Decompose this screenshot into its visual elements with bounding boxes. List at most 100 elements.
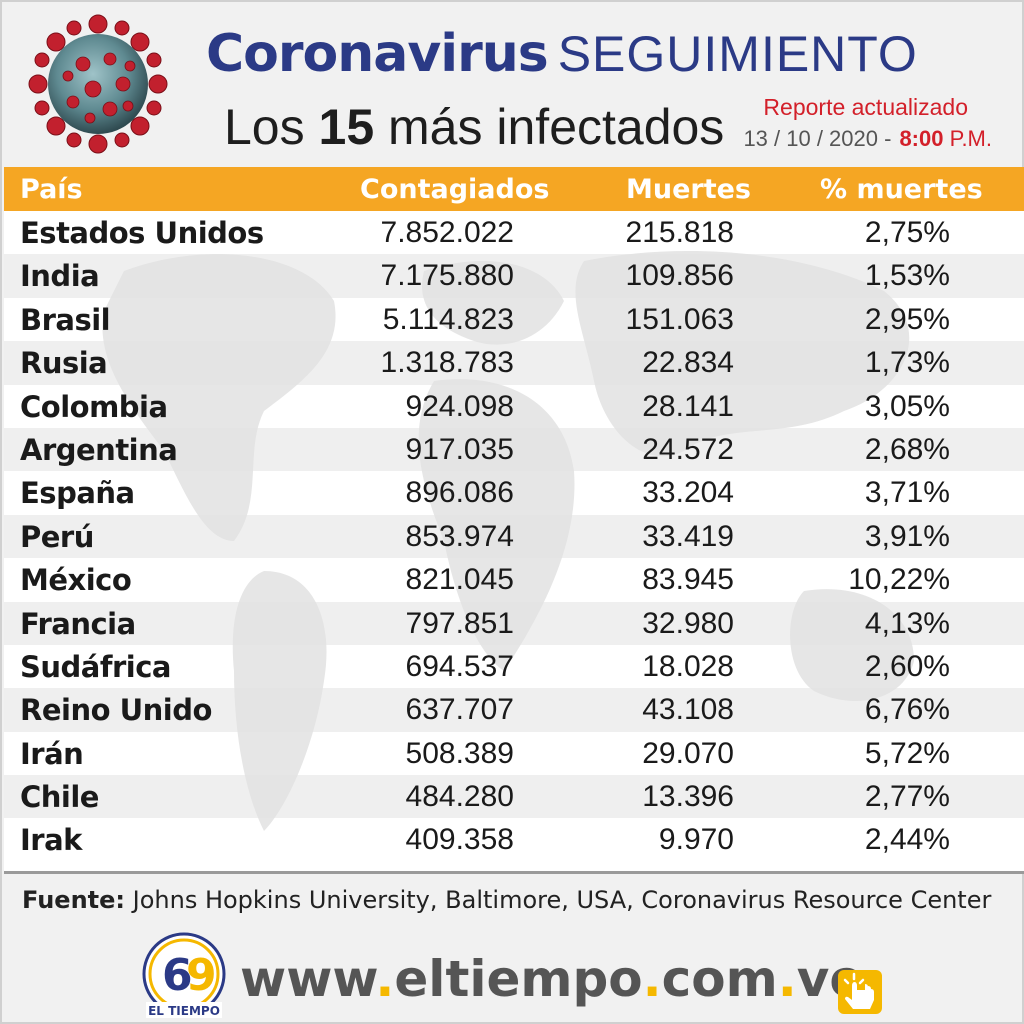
svg-text:6: 6 xyxy=(162,950,193,1001)
website-url[interactable]: www.eltiempo.com.ve xyxy=(240,950,863,1008)
pct-cell: 4,13% xyxy=(864,606,950,640)
data-table: País Contagiados Muertes % muertes Estad… xyxy=(4,167,1024,871)
country-cell: Reino Unido xyxy=(20,693,212,728)
source-note: Fuente: Johns Hopkins University, Baltim… xyxy=(22,886,991,914)
cases-cell: 7.852.022 xyxy=(380,216,514,249)
table-row: Irán 508.389 29.070 5,72% xyxy=(4,732,1024,775)
report-time: 8:00 xyxy=(899,126,944,151)
pct-cell: 2,75% xyxy=(864,216,950,249)
table-row: Argentina 917.035 24.572 2,68% xyxy=(4,427,1024,472)
cases-cell: 1.318.783 xyxy=(380,346,514,380)
pct-cell: 10,22% xyxy=(848,563,950,597)
divider xyxy=(4,871,1024,874)
deaths-cell: 33.204 xyxy=(642,476,734,510)
country-cell: Brasil xyxy=(20,302,111,337)
cases-cell: 637.707 xyxy=(405,693,514,727)
pct-cell: 3,05% xyxy=(864,389,950,423)
pct-cell: 3,91% xyxy=(864,519,950,553)
deaths-cell: 18.028 xyxy=(642,649,734,683)
source-label: Fuente: xyxy=(22,886,125,914)
deaths-cell: 13.396 xyxy=(642,780,734,814)
table-row: Reino Unido 637.707 43.108 6,76% xyxy=(4,688,1024,732)
deaths-cell: 215.818 xyxy=(625,216,734,249)
cases-cell: 7.175.880 xyxy=(380,259,514,293)
country-cell: Rusia xyxy=(20,346,108,381)
logo-name: EL TIEMPO xyxy=(148,1004,220,1018)
subtitle-number: 15 xyxy=(318,99,375,155)
table-row: Rusia 1.318.783 22.834 1,73% xyxy=(4,341,1024,385)
subtitle-suffix: más infectados xyxy=(374,99,725,155)
pct-cell: 3,71% xyxy=(864,476,950,510)
country-cell: Chile xyxy=(20,780,99,815)
report-ampm: P.M. xyxy=(949,126,992,151)
url-part: eltiempo xyxy=(394,950,643,1008)
table-row: Irak 409.358 9.970 2,44% xyxy=(4,818,1024,861)
virus-icon xyxy=(28,14,168,154)
pct-cell: 2,95% xyxy=(864,302,950,336)
table-row: Perú 853.974 33.419 3,91% xyxy=(4,514,1024,559)
country-cell: Irán xyxy=(20,736,84,771)
cases-cell: 409.358 xyxy=(405,823,514,857)
report-date-text: 13 / 10 / 2020 - xyxy=(743,126,892,151)
report-label: Reporte actualizado xyxy=(763,94,968,120)
country-cell: Irak xyxy=(20,823,82,858)
country-cell: México xyxy=(20,563,132,598)
cases-cell: 484.280 xyxy=(405,780,514,814)
cases-cell: 924.098 xyxy=(405,389,514,423)
header-pct: % muertes xyxy=(820,174,983,205)
table-row: España 896.086 33.204 3,71% xyxy=(4,471,1024,514)
country-cell: Argentina xyxy=(20,432,178,467)
table-row: México 821.045 83.945 10,22% xyxy=(4,558,1024,601)
cases-cell: 508.389 xyxy=(405,736,514,770)
country-cell: Francia xyxy=(20,606,136,641)
pct-cell: 2,44% xyxy=(864,823,950,857)
url-dot: . xyxy=(375,950,395,1008)
cases-cell: 797.851 xyxy=(405,606,514,640)
hand-click-icon xyxy=(838,970,882,1014)
table-row: Chile 484.280 13.396 2,77% xyxy=(4,775,1024,819)
deaths-cell: 151.063 xyxy=(625,302,734,336)
cases-cell: 5.114.823 xyxy=(382,302,514,336)
subtitle: Los 15 más infectados xyxy=(224,98,724,156)
cases-cell: 853.974 xyxy=(405,519,514,553)
pct-cell: 5,72% xyxy=(864,736,950,770)
deaths-cell: 22.834 xyxy=(642,346,734,380)
deaths-cell: 43.108 xyxy=(642,693,734,727)
country-cell: Sudáfrica xyxy=(20,649,171,684)
table-row: Sudáfrica 694.537 18.028 2,60% xyxy=(4,645,1024,688)
deaths-cell: 109.856 xyxy=(625,259,734,293)
title-light: SEGUIMIENTO xyxy=(557,26,918,82)
pct-cell: 2,77% xyxy=(864,780,950,814)
cases-cell: 821.045 xyxy=(405,563,514,597)
page-title: Coronavirus SEGUIMIENTO xyxy=(206,24,918,94)
header-cases: Contagiados xyxy=(360,174,550,205)
table-row: Colombia 924.098 28.141 3,05% xyxy=(4,385,1024,428)
pct-cell: 2,68% xyxy=(864,432,950,466)
deaths-cell: 83.945 xyxy=(642,563,734,597)
svg-text:9: 9 xyxy=(186,950,217,1001)
deaths-cell: 29.070 xyxy=(642,736,734,770)
url-part: www xyxy=(240,950,376,1008)
table-row: Brasil 5.114.823 151.063 2,95% xyxy=(4,298,1024,341)
cases-cell: 896.086 xyxy=(405,476,514,510)
title-bold: Coronavirus xyxy=(206,24,549,84)
deaths-cell: 32.980 xyxy=(642,606,734,640)
pct-cell: 1,73% xyxy=(864,346,950,380)
cases-cell: 917.035 xyxy=(405,432,514,466)
url-part: com xyxy=(661,950,778,1008)
cases-cell: 694.537 xyxy=(405,649,514,683)
url-dot: . xyxy=(777,950,797,1008)
country-cell: España xyxy=(20,476,135,511)
country-cell: Perú xyxy=(20,519,94,554)
subtitle-prefix: Los xyxy=(224,99,319,155)
report-date: 13 / 10 / 2020 - 8:00 P.M. xyxy=(743,126,992,152)
table-row: Francia 797.851 32.980 4,13% xyxy=(4,601,1024,645)
pct-cell: 1,53% xyxy=(864,259,950,293)
table-header: País Contagiados Muertes % muertes xyxy=(4,167,1024,211)
source-text: Johns Hopkins University, Baltimore, USA… xyxy=(125,886,992,914)
deaths-cell: 9.970 xyxy=(658,823,734,857)
pct-cell: 6,76% xyxy=(864,693,950,727)
table-body: Estados Unidos 7.852.022 215.818 2,75% India… xyxy=(4,211,1024,862)
deaths-cell: 24.572 xyxy=(642,432,734,466)
